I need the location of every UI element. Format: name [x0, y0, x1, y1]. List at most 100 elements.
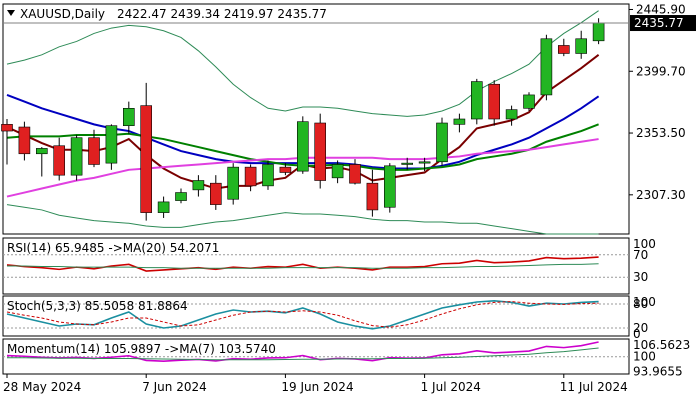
candle-body	[383, 165, 396, 208]
time-tick-label: 1 Jul 2024	[421, 380, 481, 394]
candle	[70, 135, 83, 181]
current-price-tag: 2435.77	[630, 15, 696, 32]
candle	[418, 157, 431, 172]
candle-body	[453, 118, 466, 125]
candle	[53, 137, 66, 181]
candle-body	[575, 38, 588, 54]
price-tick-label: 2307.30	[636, 188, 686, 202]
candle	[88, 129, 100, 168]
candle-body	[314, 122, 327, 181]
candle	[244, 164, 257, 192]
candle-body	[436, 122, 448, 163]
candle-body	[331, 164, 344, 179]
overlay-line-4	[6, 10, 599, 117]
candle	[453, 113, 466, 133]
candle	[488, 80, 501, 126]
candle	[157, 196, 170, 218]
candle-body	[53, 145, 66, 176]
candle	[349, 159, 361, 185]
indicator-tick-label: 30	[633, 270, 648, 284]
candle-body	[175, 192, 187, 201]
indicator-line-1	[6, 301, 599, 328]
candle	[140, 82, 152, 221]
candle	[1, 119, 13, 165]
candle-body	[88, 137, 100, 165]
candle-body	[540, 38, 553, 96]
candle-body	[349, 164, 361, 184]
candle-body	[244, 166, 257, 187]
candle	[262, 160, 274, 190]
candle-body	[488, 83, 501, 120]
indicator-tick-label: 100	[633, 295, 656, 309]
current-price-tag-bg	[630, 15, 696, 32]
candle-body	[123, 108, 135, 126]
price-tick-label: 2353.50	[636, 126, 686, 140]
candle	[383, 163, 396, 213]
candle-body	[210, 182, 222, 205]
candle-body	[523, 94, 535, 109]
indicator-tick-label: 0	[633, 327, 641, 341]
candle	[557, 38, 570, 57]
candle-body	[557, 45, 570, 54]
indicator-frame	[2, 295, 630, 337]
indicator-line-0	[6, 299, 599, 330]
candle-body	[157, 201, 170, 213]
indicator-label: Momentum(14) 105.9897 ->MA(7) 103.5740	[7, 342, 276, 356]
candle-body	[401, 162, 414, 165]
header: XAUUSD,Daily 2422.47 2439.34 2419.97 243…	[7, 7, 327, 21]
indicator-tick-label: 70	[633, 248, 648, 262]
indicator-tick-label: 100	[633, 350, 656, 364]
collapse-triangle-icon[interactable]	[7, 10, 15, 16]
indicator-label: Stoch(5,3,3) 85.5058 81.8864	[7, 299, 188, 313]
time-tick-label: 19 Jun 2024	[281, 380, 353, 394]
candle-body	[592, 22, 605, 42]
price-panel-frame	[2, 3, 630, 235]
candle-body	[35, 148, 48, 155]
indicator-line-0	[6, 341, 599, 362]
candle	[331, 160, 344, 184]
indicator-tick-label: 80	[633, 297, 648, 311]
candle	[227, 163, 239, 205]
candle-body	[470, 81, 483, 120]
candle-body	[418, 161, 431, 164]
candle	[470, 78, 483, 125]
indicator-tick-label: 106.5623	[633, 338, 690, 352]
candle	[366, 169, 379, 217]
indicator-tick-label: 100	[633, 237, 656, 251]
candle	[18, 121, 31, 161]
candle-body	[105, 125, 118, 164]
candle-body	[140, 105, 152, 213]
candle-body	[505, 109, 518, 120]
candle-body	[192, 180, 205, 191]
symbol-label: XAUUSD,Daily	[20, 7, 105, 21]
price-tick-label: 2445.90	[636, 2, 686, 16]
indicator-label: RSI(14) 65.9485 ->MA(20) 54.2071	[7, 241, 219, 255]
overlay-line-5	[6, 204, 599, 235]
candle	[35, 147, 48, 177]
indicator-line-1	[7, 347, 599, 361]
candle	[540, 34, 553, 101]
time-tick-label: 7 Jun 2024	[142, 380, 207, 394]
candle	[505, 105, 518, 126]
candle-body	[262, 164, 274, 187]
candle-body	[227, 166, 239, 200]
indicator-tick-label: 93.9655	[633, 365, 683, 379]
candle	[175, 188, 187, 204]
indicator-line-1	[7, 263, 599, 269]
current-price-value: 2435.77	[634, 16, 684, 30]
ohlc-values: 2422.47 2439.34 2419.97 2435.77	[117, 7, 327, 21]
candle-body	[366, 182, 379, 211]
candle	[123, 101, 135, 134]
candle	[210, 175, 222, 210]
candle-body	[70, 137, 83, 176]
candle	[279, 163, 292, 176]
candle	[401, 157, 414, 170]
indicator-frame	[2, 237, 630, 295]
candle	[105, 124, 118, 170]
